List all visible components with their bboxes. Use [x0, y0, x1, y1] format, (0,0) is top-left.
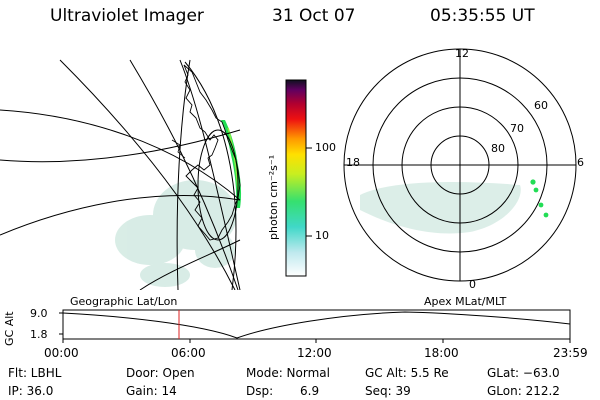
polar-aurora-dots	[530, 179, 549, 218]
colorbar-tick-10: 10	[315, 229, 329, 242]
mlt-label-18: 18	[346, 156, 360, 169]
lat-label-70: 70	[510, 122, 524, 135]
geographic-panel-label: Geographic Lat/Lon	[70, 295, 178, 308]
glon-info: GLon: 212.2	[487, 384, 560, 398]
lat-label-80: 80	[491, 142, 505, 155]
time-tick-0600: 06:00	[171, 346, 206, 360]
time-tick-2359: 23:59	[553, 346, 588, 360]
colorbar-unit-label: photon cm⁻²s⁻¹	[267, 154, 280, 240]
time-tick-1200: 12:00	[297, 346, 332, 360]
time-tick-1800: 18:00	[424, 346, 459, 360]
colorbar	[285, 79, 312, 277]
door-info: Door: Open	[126, 366, 195, 380]
altitude-tick-9: 9.0	[30, 307, 48, 320]
seq-info: Seq: 39	[365, 384, 411, 398]
instrument-title: Ultraviolet Imager	[50, 6, 204, 26]
mlt-label-6: 6	[577, 156, 584, 169]
altitude-plot	[59, 309, 571, 343]
gain-info: Gain: 14	[126, 384, 177, 398]
altitude-tick-1-8: 1.8	[30, 328, 48, 341]
altitude-curve	[62, 311, 571, 339]
geographic-map	[0, 59, 242, 290]
apex-panel-label: Apex MLat/MLT	[424, 295, 507, 308]
time-tick-0000: 00:00	[44, 346, 79, 360]
glat-info: GLat: −63.0	[487, 366, 560, 380]
date-label: 31 Oct 07	[272, 6, 356, 26]
mlt-label-12: 12	[455, 47, 469, 60]
colorbar-tick-100: 100	[315, 141, 336, 154]
dsp-label: Dsp:	[246, 384, 274, 398]
ip-info: IP: 36.0	[8, 384, 54, 398]
lat-lon-grid	[0, 59, 241, 290]
mlt-label-0: 0	[469, 278, 476, 291]
mode-info: Mode: Normal	[246, 366, 330, 380]
coastline	[183, 64, 241, 241]
auroral-arc	[221, 120, 242, 208]
dsp-value: 6.9	[300, 384, 320, 398]
earth-limb	[184, 61, 237, 290]
filter-info: Flt: LBHL	[8, 366, 62, 380]
time-label: 05:35:55 UT	[430, 6, 535, 26]
lat-label-60: 60	[534, 99, 548, 112]
gc-alt-info: GC Alt: 5.5 Re	[365, 366, 449, 380]
altitude-ylabel: GC Alt	[3, 311, 16, 346]
polar-plot	[343, 48, 577, 282]
